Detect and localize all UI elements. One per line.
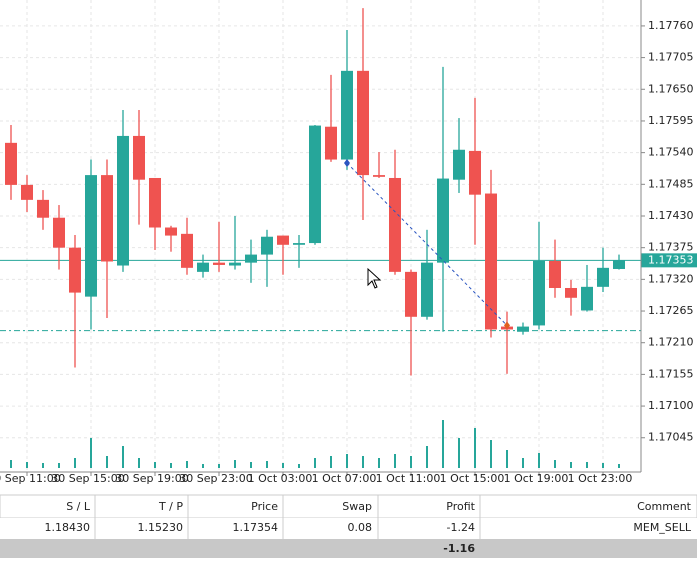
candle-body [533, 260, 545, 326]
y-tick-label: 1.17320 [648, 272, 694, 285]
x-tick-label: 30 Sep 23:00 [179, 472, 252, 485]
candle-body [597, 267, 609, 287]
candle-body [5, 142, 17, 185]
column-header: Swap [342, 500, 372, 513]
candle-body [517, 326, 529, 332]
table-cell: 1.17354 [233, 521, 279, 534]
trade-table: S / L T / P Price Swap Profit Comment 1.18430 1… [0, 494, 697, 558]
candle-body [85, 175, 97, 297]
y-tick-label: 1.17485 [648, 177, 694, 190]
table-cell: -1.24 [447, 521, 475, 534]
y-tick-label: 1.17430 [648, 209, 694, 222]
table-cell: MEM_SELL [633, 521, 691, 534]
column-header: Price [251, 500, 278, 513]
candle-body [245, 254, 257, 263]
candle-body [581, 286, 593, 311]
table-cell: 1.15230 [138, 521, 184, 534]
y-tick-label: 1.17760 [648, 19, 694, 32]
y-tick-label: 1.17705 [648, 51, 694, 64]
candle-body [437, 178, 449, 263]
candle-body [341, 70, 353, 160]
candle-body [101, 175, 113, 262]
column-header: T / P [158, 500, 183, 513]
candle-body [197, 262, 209, 272]
candle-body [69, 247, 81, 293]
candle-body [277, 235, 289, 245]
candle-body [165, 227, 177, 236]
candle-body [405, 271, 417, 317]
table-cell: 0.08 [348, 521, 373, 534]
candle-body [37, 199, 49, 218]
y-tick-label: 1.17155 [648, 367, 694, 380]
candle-body [469, 150, 481, 195]
trade-line [346, 162, 508, 326]
chart: 1.17760 1.17705 1.17650 1.17595 1.17540 1.174… [0, 0, 697, 485]
trade-close-marker [504, 321, 510, 330]
candle-body [21, 184, 33, 200]
candle-body [613, 260, 625, 269]
x-tick-label: 1 Oct 11:00 [376, 472, 441, 485]
y-tick-label: 1.17100 [648, 399, 694, 412]
candle-body [181, 233, 193, 268]
candle-body [213, 262, 225, 265]
y-tick-label: 1.17210 [648, 336, 694, 349]
x-tick-label: 1 Oct 03:00 [248, 472, 313, 485]
y-tick-label: 1.17540 [648, 146, 694, 159]
y-tick-label: 1.17045 [648, 431, 694, 444]
candle-body [53, 217, 65, 248]
total-profit: -1.16 [443, 542, 475, 555]
candle-body [117, 135, 129, 266]
price-label-bg [641, 253, 697, 268]
candle-body [261, 236, 273, 255]
candle-body [565, 287, 577, 298]
x-tick-label: 30 Sep 19:00 [115, 472, 188, 485]
candle-body [293, 243, 305, 245]
candle-body [373, 175, 385, 177]
x-tick-label: 30 Sep 11:00 [0, 472, 61, 485]
candle-body [229, 262, 241, 266]
candle-body [389, 177, 401, 272]
x-tick-label: 1 Oct 23:00 [568, 472, 633, 485]
table-row [0, 518, 697, 539]
table-cell: 1.18430 [45, 521, 91, 534]
x-tick-label: 1 Oct 07:00 [312, 472, 377, 485]
candle-body [325, 126, 337, 160]
mouse-cursor [367, 267, 382, 289]
y-tick-label: 1.17650 [648, 82, 694, 95]
column-header: Profit [446, 500, 475, 513]
candle-body [453, 149, 465, 180]
candle-body [309, 125, 321, 244]
candle-body [133, 135, 145, 180]
x-tick-label: 1 Oct 15:00 [440, 472, 505, 485]
candle-body [485, 193, 497, 330]
trade-open-marker [344, 159, 350, 168]
x-tick-label: 1 Oct 19:00 [504, 472, 569, 485]
candle-body [149, 177, 161, 228]
candle-body [549, 260, 561, 288]
y-tick-label: 1.17375 [648, 241, 694, 254]
candle-body [357, 70, 369, 176]
y-tick-label: 1.17265 [648, 304, 694, 317]
column-header: Comment [637, 500, 692, 513]
x-tick-label: 30 Sep 15:00 [51, 472, 124, 485]
y-tick-label: 1.17595 [648, 114, 694, 127]
candle-body [421, 262, 433, 317]
column-header: S / L [66, 500, 91, 513]
summary-row [0, 539, 697, 558]
price-label: 1.17353 [648, 253, 694, 266]
